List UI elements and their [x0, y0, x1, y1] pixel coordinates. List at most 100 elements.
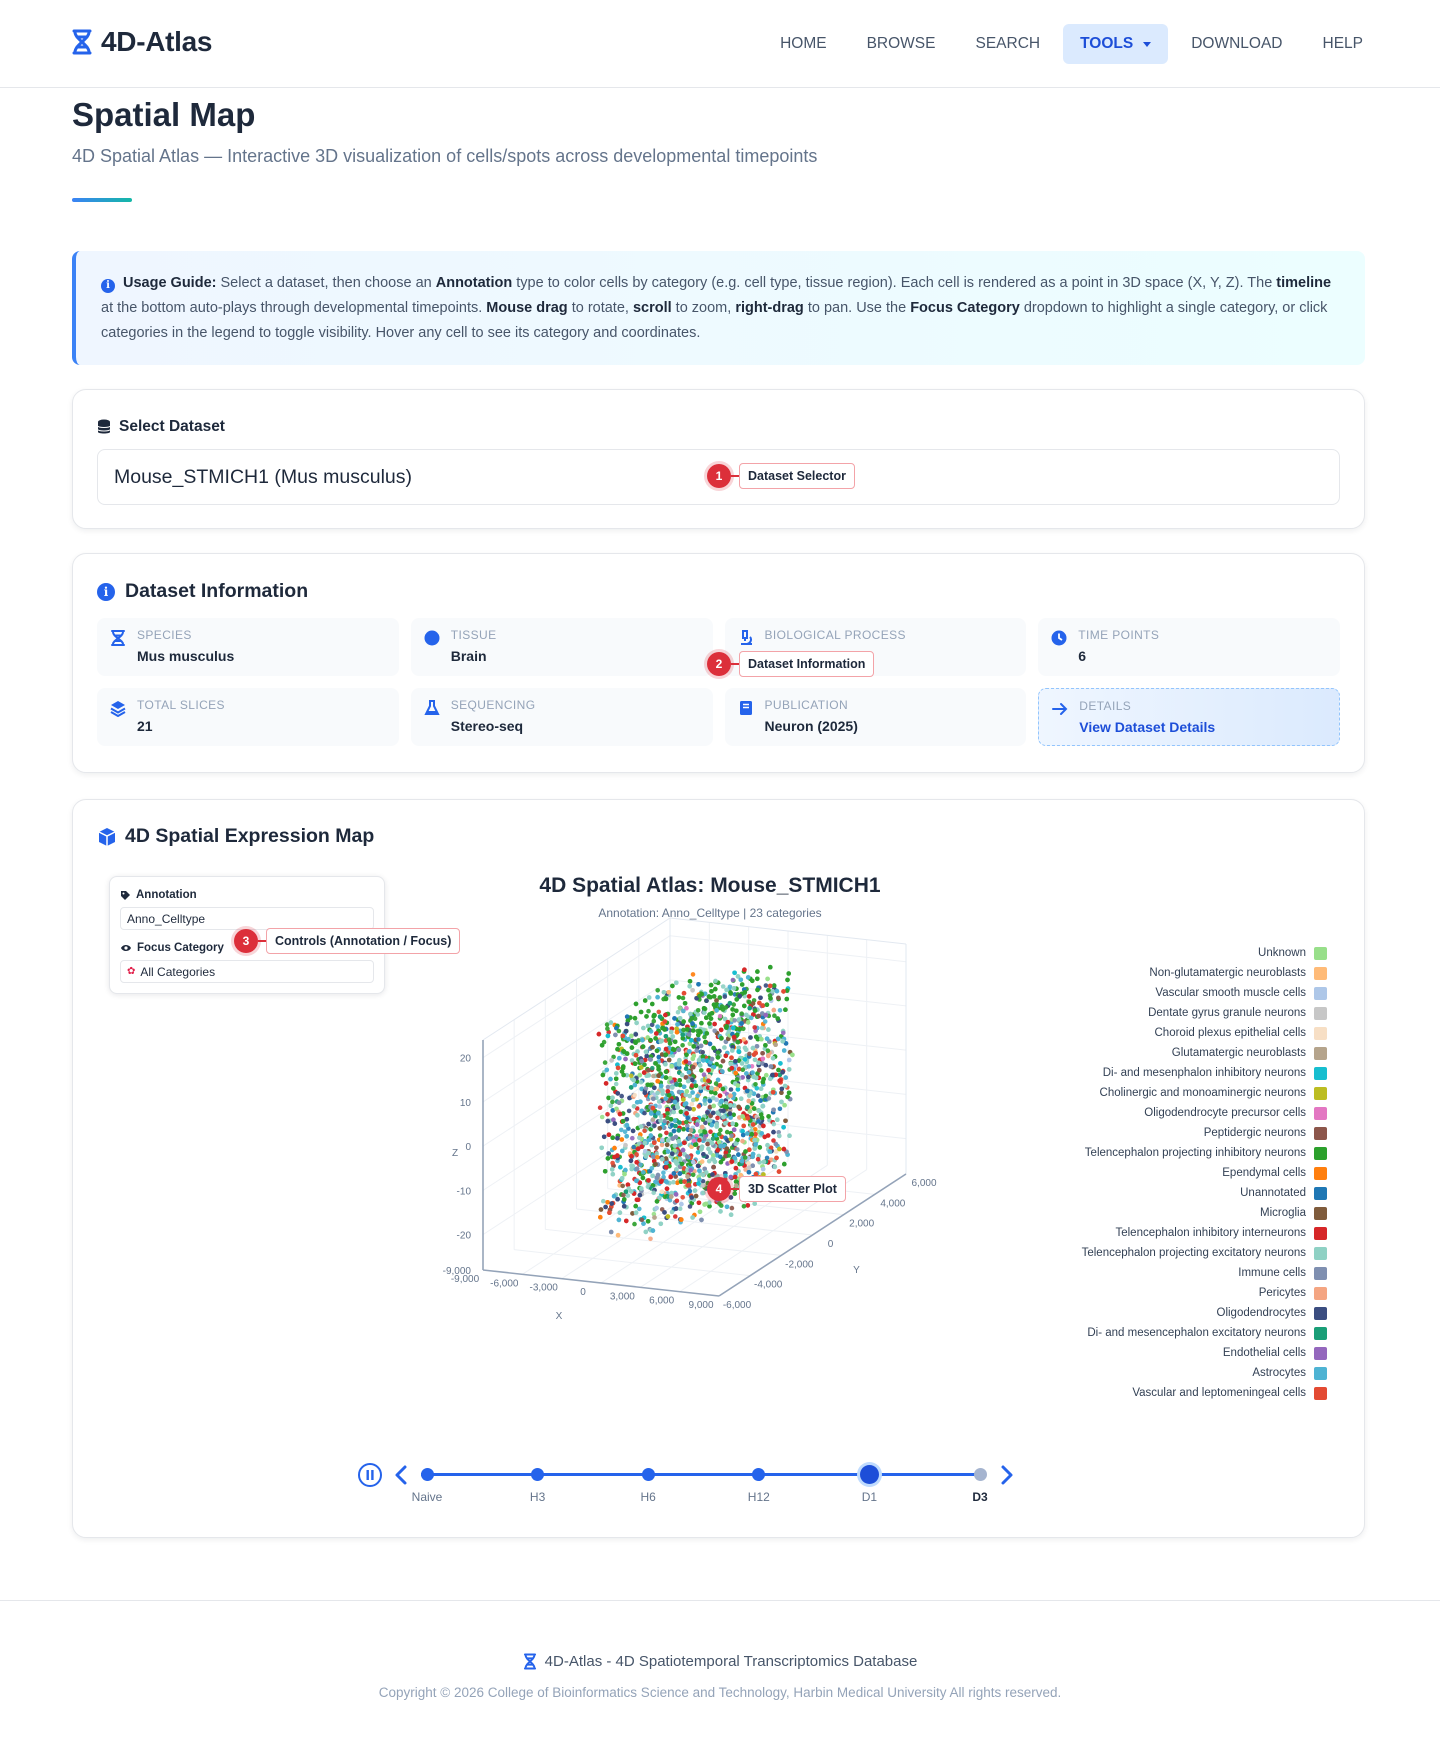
nav-link-home[interactable]: HOME — [763, 24, 844, 64]
timepoint-label[interactable]: Naive — [411, 1490, 443, 1504]
legend-item[interactable]: Unannotated — [1240, 1184, 1327, 1202]
y-tick-label: 0 — [828, 1239, 834, 1250]
timepoint-label[interactable]: H6 — [640, 1490, 656, 1504]
x-tick-label: -9,000 — [451, 1274, 480, 1285]
legend-item[interactable]: Glutamatergic neuroblasts — [1172, 1044, 1327, 1062]
data-point — [740, 1075, 745, 1080]
data-point — [624, 1117, 630, 1122]
data-point — [638, 1079, 644, 1085]
timepoint-label[interactable]: D3 — [972, 1490, 988, 1504]
data-point — [764, 1002, 770, 1007]
timepoint-dot[interactable] — [531, 1468, 545, 1481]
info-item-details[interactable]: DETAILS View Dataset Details — [1038, 688, 1340, 746]
data-point — [614, 1071, 619, 1076]
nav-link-download[interactable]: DOWNLOAD — [1174, 24, 1299, 64]
data-point — [740, 1114, 745, 1119]
z-tick-label: 0 — [465, 1142, 471, 1153]
data-point — [617, 1111, 623, 1117]
data-point — [650, 1117, 656, 1122]
legend-item[interactable]: Dentate gyrus granule neurons — [1148, 1004, 1327, 1022]
pause-button[interactable] — [357, 1462, 383, 1488]
data-point — [603, 1081, 609, 1086]
info-item-publication: PUBLICATION Neuron (2025) — [724, 688, 1027, 746]
legend-item[interactable]: Microglia — [1260, 1204, 1327, 1222]
dataset-select[interactable]: Mouse_STMICH1 (Mus musculus) — [97, 449, 1340, 505]
data-point — [625, 1193, 631, 1198]
nav-link-browse[interactable]: BROWSE — [850, 24, 953, 64]
data-point — [700, 1124, 705, 1130]
data-point — [640, 1175, 646, 1181]
data-point — [610, 1135, 615, 1140]
nav-link-search[interactable]: SEARCH — [958, 24, 1057, 64]
legend-item[interactable]: Di- and mesencephalon excitatory neurons — [1087, 1324, 1327, 1342]
timepoint-dot[interactable] — [420, 1468, 434, 1481]
nav-link-tools[interactable]: TOOLS — [1063, 24, 1169, 64]
data-point — [724, 987, 729, 993]
legend-item[interactable]: Cholinergic and monoaminergic neurons — [1100, 1084, 1327, 1102]
legend-item[interactable]: Non-glutamatergic neuroblasts — [1149, 964, 1327, 982]
legend-item[interactable]: Ependymal cells — [1222, 1164, 1327, 1182]
data-point — [663, 1075, 669, 1080]
data-point — [691, 1064, 696, 1070]
timepoint-dot[interactable] — [973, 1468, 987, 1481]
data-point — [780, 1039, 785, 1044]
data-point — [760, 1079, 766, 1085]
legend-item[interactable]: Unknown — [1258, 944, 1327, 962]
legend-item[interactable]: Vascular smooth muscle cells — [1155, 984, 1327, 1002]
data-point — [751, 1074, 756, 1080]
legend-item[interactable]: Telencephalon projecting excitatory neur… — [1082, 1244, 1327, 1262]
timepoint-label[interactable]: H3 — [529, 1490, 546, 1504]
legend-item[interactable]: Astrocytes — [1252, 1364, 1327, 1382]
data-point — [739, 982, 745, 987]
timepoint-label[interactable]: H12 — [747, 1490, 770, 1504]
data-point — [736, 1152, 741, 1157]
data-point — [775, 1036, 781, 1042]
timepoint-dot[interactable] — [752, 1468, 766, 1481]
nav-link-help[interactable]: HELP — [1306, 24, 1381, 64]
guide-emphasis: Annotation — [435, 275, 513, 291]
data-point — [755, 1156, 761, 1162]
legend-item[interactable]: Vascular and leptomeningeal cells — [1132, 1384, 1327, 1402]
data-point — [771, 1121, 777, 1127]
legend-item[interactable]: Choroid plexus epithelial cells — [1155, 1024, 1327, 1042]
info-value[interactable]: View Dataset Details — [1079, 719, 1216, 735]
data-point — [705, 1141, 710, 1147]
data-point — [679, 1217, 684, 1222]
info-label: TIME POINTS — [1078, 628, 1160, 642]
data-point — [644, 1053, 649, 1059]
timepoint-dot[interactable] — [859, 1465, 879, 1484]
timepoint-dot[interactable] — [641, 1468, 655, 1481]
focus-category-select[interactable]: ✿ All Categories — [120, 960, 374, 983]
annotation-select[interactable]: Anno_Celltype — [120, 907, 374, 930]
legend-item[interactable]: Telencephalon projecting inhibitory neur… — [1085, 1144, 1327, 1162]
data-point — [790, 1052, 795, 1058]
legend-item[interactable]: Oligodendrocyte precursor cells — [1144, 1104, 1327, 1122]
data-point — [710, 1172, 715, 1177]
data-point — [681, 990, 687, 996]
legend-label: Endothelial cells — [1222, 1347, 1306, 1359]
legend-item[interactable]: Oligodendrocytes — [1217, 1304, 1327, 1322]
data-point — [671, 1047, 677, 1052]
data-point — [665, 1115, 670, 1121]
guide-emphasis: Mouse drag — [486, 300, 568, 316]
data-point — [767, 1149, 772, 1154]
data-point — [630, 1135, 635, 1141]
data-point — [624, 1021, 630, 1027]
data-point — [605, 1026, 610, 1031]
legend-item[interactable]: Di- and mesenphalon inhibitory neurons — [1103, 1064, 1327, 1082]
legend-item[interactable]: Telencephalon inhibitory interneurons — [1115, 1224, 1327, 1242]
scatter-3d-plot[interactable]: -9,000 -6,000 -3,000 0 3,000 6,000 9,000 -6,000… — [73, 800, 1366, 1539]
legend-item[interactable]: Peptidergic neurons — [1204, 1124, 1327, 1142]
next-timepoint-button[interactable] — [999, 1464, 1015, 1486]
previous-timepoint-button[interactable] — [393, 1464, 409, 1486]
brand-logo[interactable]: 4D-Atlas — [71, 26, 212, 58]
data-point — [697, 1137, 702, 1143]
legend-item[interactable]: Pericytes — [1259, 1284, 1327, 1302]
legend-swatch — [1314, 1006, 1327, 1020]
data-point — [684, 1119, 689, 1125]
timepoint-label[interactable]: D1 — [861, 1490, 878, 1504]
data-point — [708, 1016, 714, 1021]
legend-item[interactable]: Endothelial cells — [1223, 1344, 1327, 1362]
data-point — [617, 1055, 622, 1061]
legend-item[interactable]: Immune cells — [1238, 1264, 1327, 1282]
